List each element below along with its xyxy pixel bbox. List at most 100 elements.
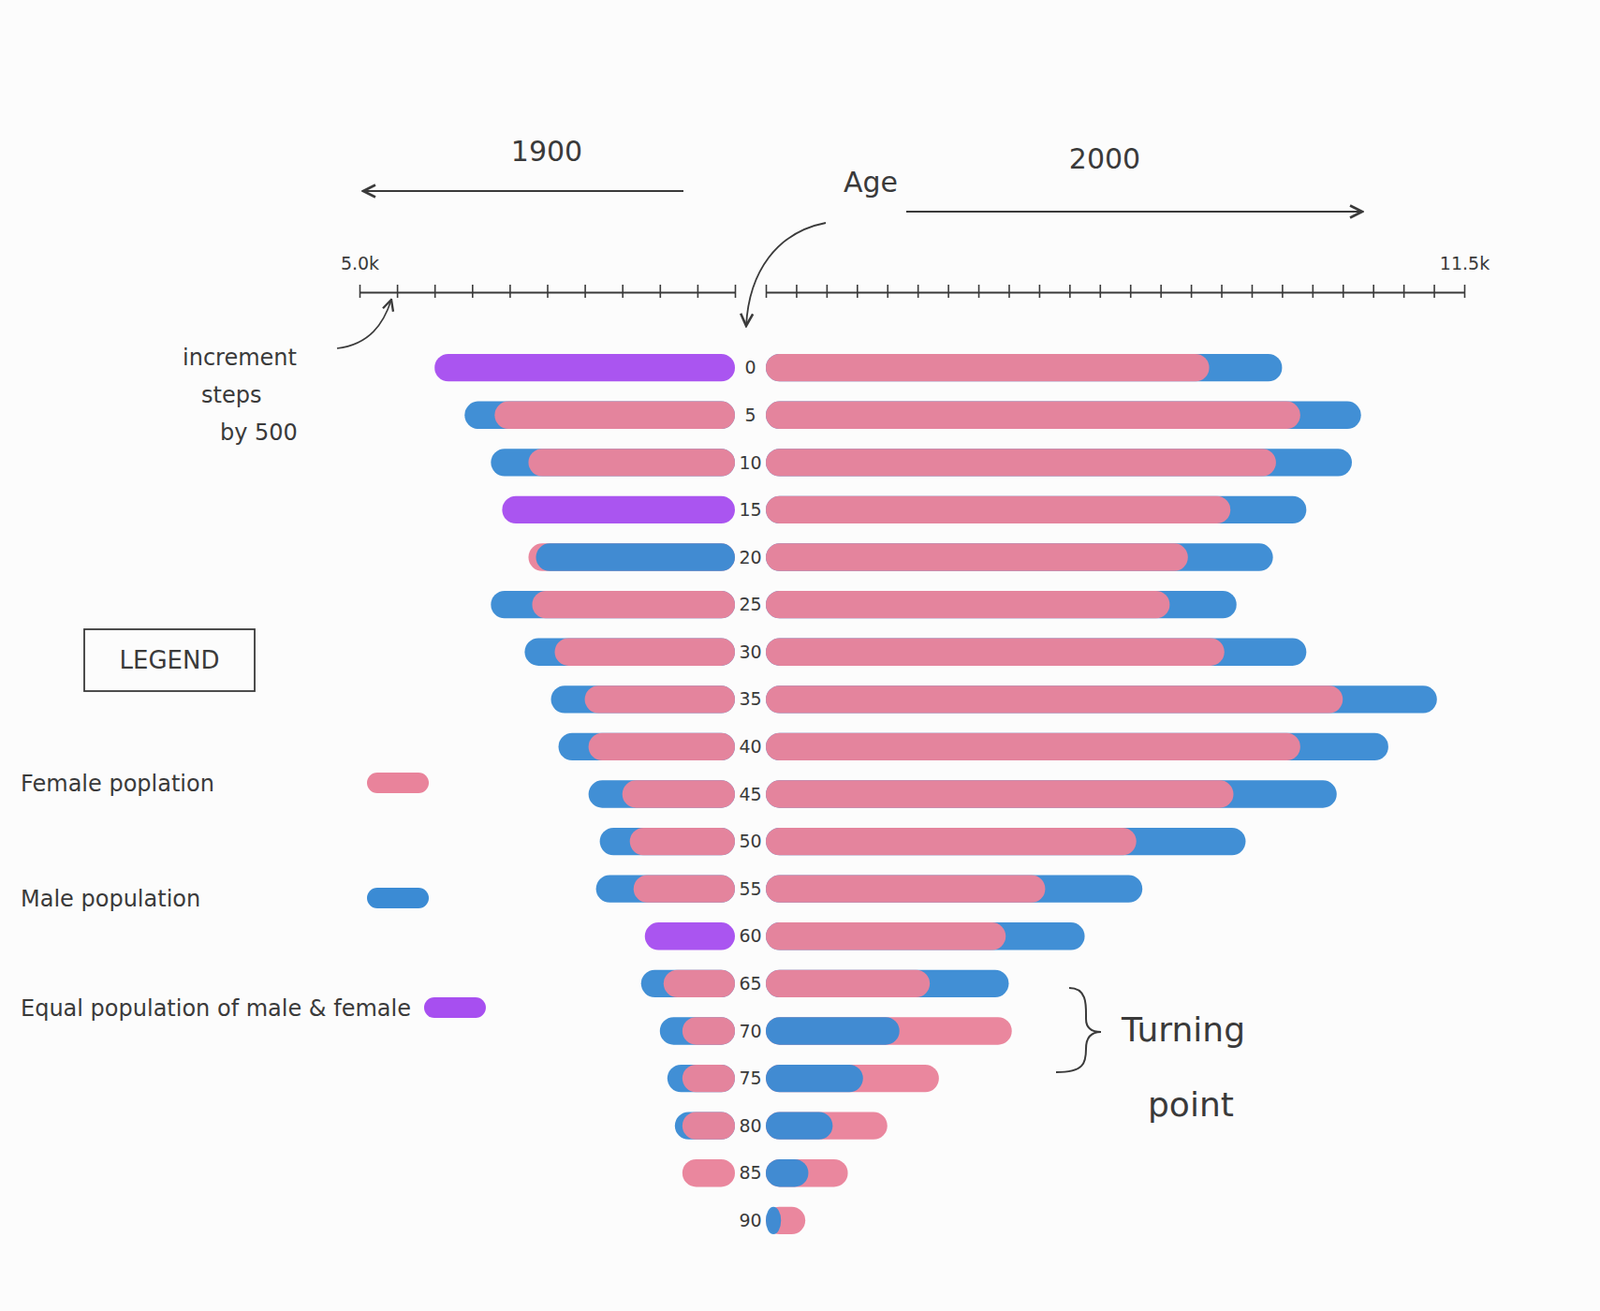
bar-female — [630, 827, 735, 855]
chart-root: 19005.0k200011.5k05101520253035404550556… — [0, 0, 1600, 1311]
legend-swatch — [424, 997, 486, 1018]
bar-equal — [645, 922, 735, 950]
age-label: 60 — [738, 924, 762, 946]
tick-mark — [826, 284, 829, 298]
age-label: 5 — [744, 404, 756, 426]
bar-male — [641, 969, 735, 998]
tick-mark — [795, 284, 798, 298]
tick-mark — [1130, 284, 1132, 298]
bar-female — [682, 1064, 735, 1092]
age-label: 10 — [738, 452, 762, 473]
brace — [1056, 987, 1101, 1072]
tick — [697, 284, 699, 298]
age-label: 85 — [738, 1161, 762, 1183]
bar-female — [765, 1206, 806, 1234]
tick — [1039, 284, 1041, 298]
tick-label: 5.0k — [340, 252, 380, 274]
tick — [1008, 284, 1010, 298]
x-axis: 5.0k — [340, 252, 736, 298]
tick — [471, 284, 473, 298]
bar-female — [622, 779, 735, 808]
age-arrow — [746, 222, 826, 326]
bar-male — [765, 590, 1237, 618]
age-label: 80 — [738, 1115, 762, 1136]
bar-female — [765, 779, 1234, 808]
bar-female — [663, 969, 735, 998]
bar-female — [528, 543, 735, 571]
bar-male — [765, 685, 1438, 713]
tick-mark — [1464, 284, 1467, 298]
tick — [948, 284, 950, 298]
bars — [434, 353, 735, 1187]
tick — [887, 284, 889, 298]
annotation-text: increment — [182, 344, 297, 371]
tick-mark — [1312, 284, 1315, 298]
tick — [734, 284, 736, 298]
bar-male — [765, 969, 1009, 998]
bar-female — [765, 875, 1045, 903]
bar-female — [588, 733, 735, 761]
tick — [1160, 284, 1162, 298]
tick — [917, 284, 919, 298]
bar-female — [765, 1159, 849, 1187]
panel-title: 2000 — [1069, 142, 1141, 176]
bar-male — [765, 543, 1274, 571]
bar-male — [765, 1159, 808, 1187]
bar-female — [528, 448, 735, 476]
tick — [434, 284, 436, 298]
bar-female — [765, 827, 1137, 855]
bar-female — [765, 1111, 888, 1139]
bar-female — [531, 590, 735, 618]
bar-female — [765, 1064, 940, 1092]
tick-mark — [1039, 284, 1042, 298]
bar-female — [585, 685, 735, 713]
bar-male — [765, 1206, 781, 1234]
annotation-text: steps — [201, 381, 262, 409]
tick — [1251, 284, 1253, 298]
annotation: Turningpoint — [1120, 1010, 1246, 1124]
bar-male — [490, 448, 735, 476]
bar-female — [765, 638, 1225, 666]
tick-mark — [978, 284, 981, 298]
tick-mark — [1190, 284, 1193, 298]
tick-mark — [734, 284, 737, 298]
tick-mark — [396, 284, 399, 298]
bar-male — [734, 1159, 736, 1187]
bar-male — [490, 590, 735, 618]
bar-female — [765, 733, 1301, 761]
tick-mark — [1281, 284, 1284, 298]
tick — [660, 284, 661, 298]
tick-mark — [434, 284, 437, 298]
tick-mark — [471, 284, 474, 298]
bar-male — [600, 827, 735, 855]
bar-female — [682, 1159, 735, 1187]
tick — [1373, 284, 1375, 298]
age-label: 0 — [744, 356, 756, 378]
y-axis-title: Age — [843, 165, 898, 199]
bar-female — [765, 448, 1277, 476]
bar-female — [765, 353, 1210, 382]
tick: 11.5k — [1439, 252, 1490, 298]
annotation-arrow — [337, 299, 392, 349]
tick-mark — [1069, 284, 1072, 298]
tick — [509, 284, 511, 298]
x-axis: 11.5k — [766, 252, 1491, 298]
tick — [1434, 284, 1436, 298]
bar-female — [765, 590, 1170, 618]
bar-male — [765, 1064, 864, 1092]
bar-male — [558, 733, 735, 761]
age-label: 65 — [738, 972, 762, 994]
bar-female — [765, 401, 1301, 429]
legend-title-box — [84, 629, 255, 691]
annotation-text: by 500 — [220, 419, 298, 446]
bar-male — [765, 779, 1337, 808]
bar-male — [765, 733, 1389, 761]
legend-label: Equal population of male & female — [20, 995, 412, 1022]
bar-male — [765, 448, 1352, 476]
bar-male — [660, 1016, 735, 1044]
tick-mark — [1342, 284, 1345, 298]
tick — [1403, 284, 1405, 298]
bar-male — [765, 922, 1086, 950]
annotation-text: point — [1147, 1085, 1234, 1124]
age-label: 20 — [738, 546, 762, 568]
